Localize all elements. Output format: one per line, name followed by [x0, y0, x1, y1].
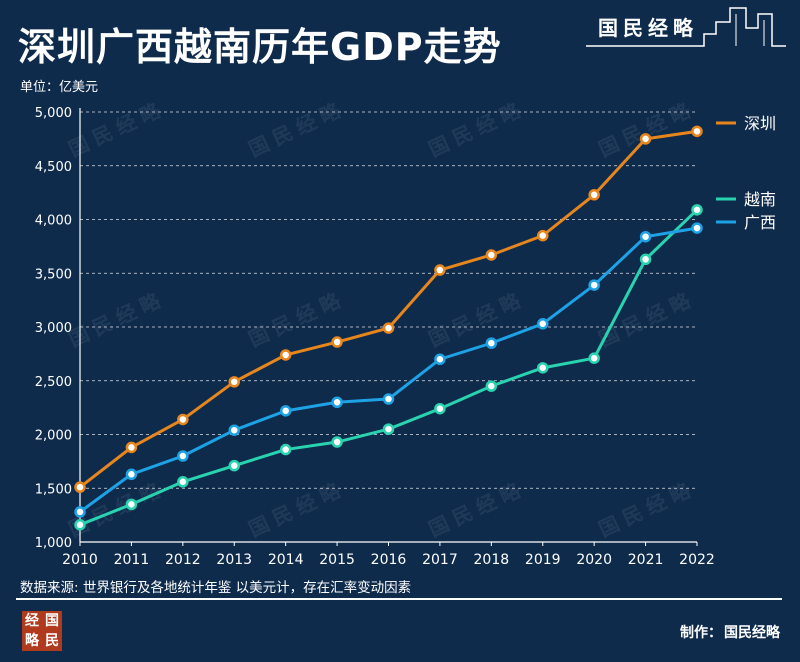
- y-tick-label: 1,500: [35, 482, 72, 497]
- legend-label: 越南: [744, 190, 776, 209]
- series-line: [79, 208, 699, 527]
- data-point: [588, 279, 600, 291]
- data-point: [382, 322, 395, 334]
- y-tick-label: 2,500: [35, 375, 72, 390]
- y-tick-label: 3,500: [35, 267, 72, 282]
- y-tick-label: 4,500: [35, 160, 72, 175]
- chart-title: 深圳广西越南历年GDP走势: [18, 25, 502, 69]
- series-line: [79, 226, 698, 514]
- data-point: [279, 405, 292, 417]
- logo-char: 略: [25, 633, 39, 649]
- data-point: [639, 133, 652, 145]
- legend-label: 深圳: [744, 114, 776, 133]
- data-point: [331, 436, 343, 448]
- data-point: [177, 413, 189, 426]
- data-point: [434, 353, 446, 365]
- x-tick-label: 2014: [268, 552, 304, 568]
- legend-label: 广西: [744, 213, 776, 232]
- data-point: [639, 253, 652, 266]
- data-point: [177, 476, 189, 488]
- data-point: [485, 380, 498, 392]
- data-point: [279, 349, 292, 361]
- y-tick-label: 4,000: [35, 214, 72, 229]
- x-tick-label: 2012: [165, 552, 201, 568]
- x-tick-label: 2010: [62, 552, 98, 568]
- logo-char: 经: [25, 613, 39, 629]
- data-point: [125, 468, 138, 481]
- x-tick-label: 2011: [114, 552, 150, 568]
- data-point: [382, 393, 395, 405]
- data-point: [588, 189, 600, 201]
- watermark-text: 国民经略: [595, 96, 699, 162]
- x-tick-label: 2022: [679, 552, 715, 568]
- data-point: [228, 424, 240, 436]
- logo-char: 民: [45, 633, 59, 649]
- watermark-text: 国民经略: [425, 476, 529, 542]
- brand-logo: 经 国 略 民: [22, 611, 62, 651]
- logo-char: 国: [45, 613, 59, 629]
- watermark-text: 国民经略: [245, 476, 349, 542]
- x-tick-label: 2018: [474, 552, 510, 568]
- watermark-text: 国民经略: [245, 96, 349, 162]
- data-point: [177, 450, 189, 462]
- data-point: [537, 362, 549, 374]
- y-tick-label: 2,000: [35, 429, 72, 444]
- source-note: 数据来源: 世界银行及各地统计年鉴 以美元计，存在汇率变动因素: [20, 580, 412, 596]
- y-tick-label: 1,000: [35, 536, 72, 551]
- data-point: [691, 222, 703, 234]
- data-point: [331, 396, 343, 408]
- x-tick-label: 2017: [422, 552, 458, 568]
- data-point: [228, 459, 240, 472]
- watermark-text: 国民经略: [425, 96, 529, 162]
- unit-label: 单位：亿美元: [20, 80, 99, 95]
- brand-name: 国民经略: [598, 16, 698, 40]
- watermark-text: 国民经略: [595, 286, 699, 352]
- x-tick-label: 2015: [319, 552, 355, 568]
- data-point: [279, 443, 292, 456]
- x-tick-label: 2016: [371, 552, 407, 568]
- data-point: [228, 376, 240, 388]
- data-point: [382, 423, 395, 435]
- x-tick-label: 2013: [216, 552, 252, 568]
- data-point: [74, 519, 86, 531]
- data-point: [434, 264, 446, 276]
- data-point: [588, 352, 600, 364]
- data-point: [537, 229, 549, 242]
- data-point: [485, 249, 498, 261]
- data-point: [74, 481, 86, 493]
- y-tick-label: 5,000: [35, 106, 72, 121]
- data-point: [537, 318, 549, 330]
- x-tick-label: 2019: [525, 552, 561, 568]
- y-tick-label: 3,000: [35, 321, 72, 336]
- data-point: [125, 441, 138, 454]
- footer-divider: [16, 598, 782, 600]
- data-point: [125, 498, 138, 511]
- watermark-text: 国民经略: [595, 476, 699, 542]
- watermark-text: 国民经略: [425, 286, 529, 352]
- data-point: [434, 402, 446, 415]
- credit-name: 国民经略: [724, 625, 780, 641]
- credit-line: 制作： 国民经略: [678, 622, 780, 642]
- x-tick-label: 2021: [628, 552, 664, 568]
- data-point: [74, 506, 86, 518]
- data-point: [639, 230, 652, 243]
- data-point: [485, 337, 498, 349]
- data-point: [691, 204, 703, 216]
- skyline-icon: [586, 7, 786, 47]
- data-point: [331, 336, 343, 348]
- data-point: [691, 125, 703, 138]
- credit-label: 制作：: [680, 625, 722, 641]
- brand-header: 国民经略: [586, 4, 786, 50]
- x-tick-label: 2020: [576, 552, 612, 568]
